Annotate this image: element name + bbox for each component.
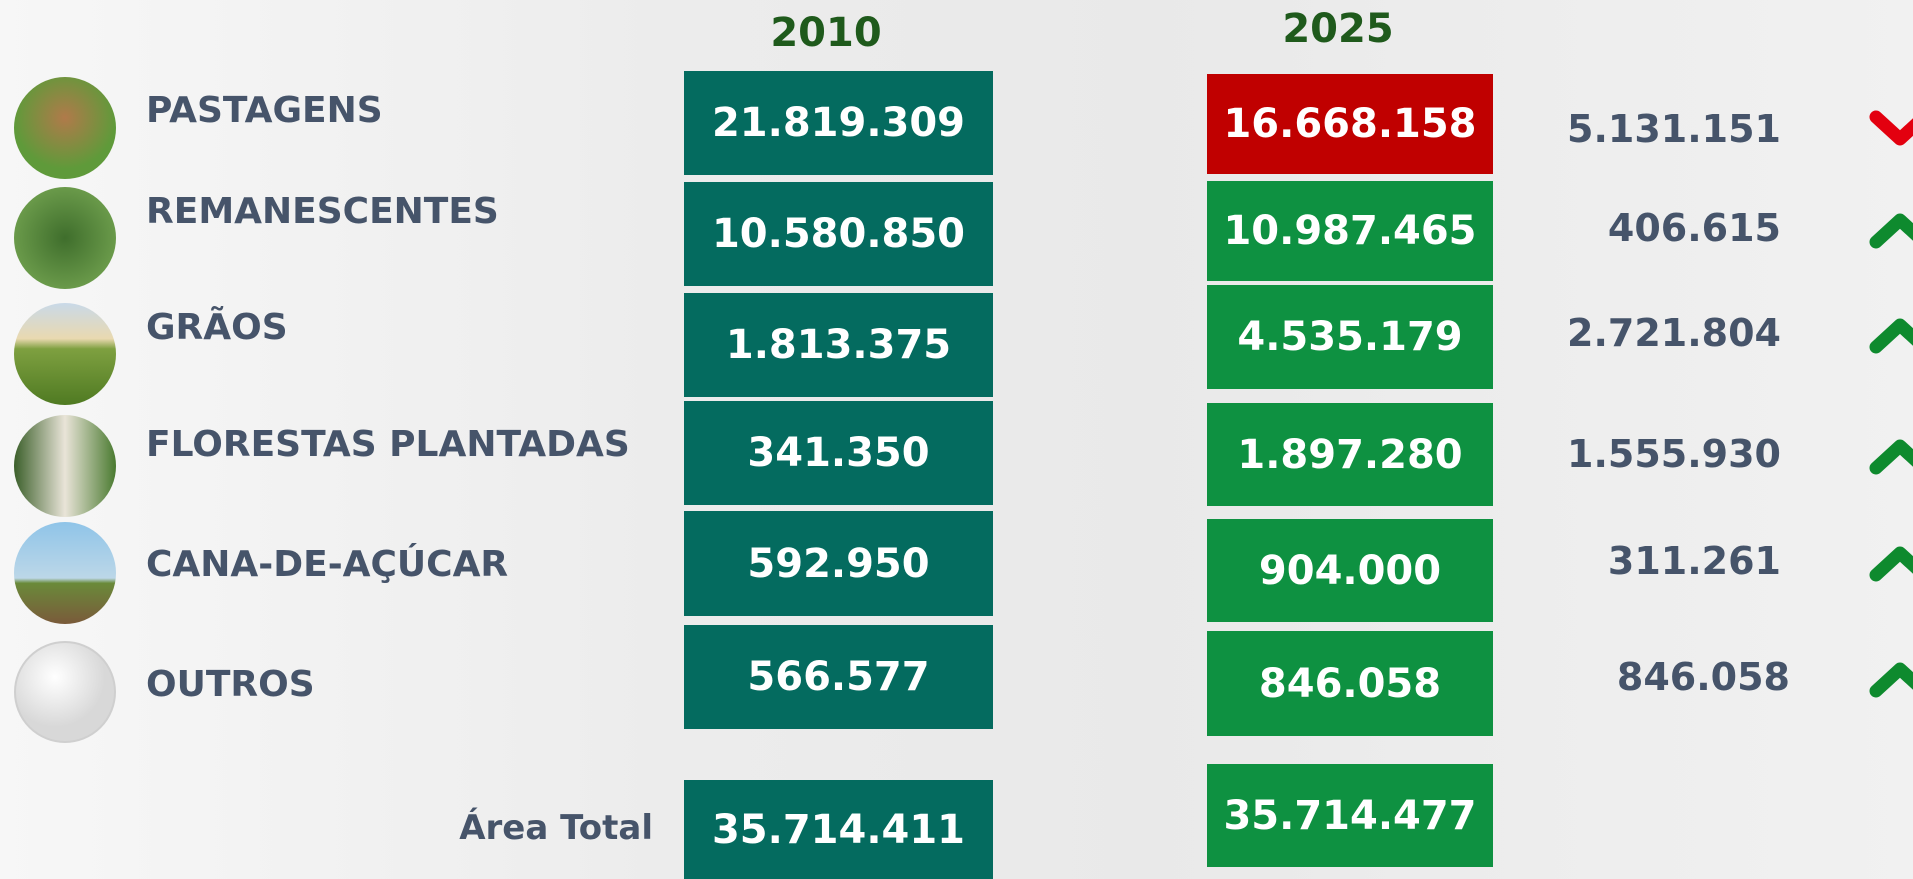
row-image <box>14 303 116 405</box>
value-2010: 341.350 <box>684 401 993 505</box>
row-label: OUTROS <box>146 664 315 705</box>
column-header: 2010 <box>770 10 882 56</box>
difference: 5.131.151 <box>1567 107 1781 151</box>
value-2025: 10.987.465 <box>1207 181 1493 281</box>
value-2010: 10.580.850 <box>684 182 993 286</box>
row-image <box>14 522 116 624</box>
trend-arrow <box>1869 546 1913 582</box>
row-label: CANA-DE-AÇÚCAR <box>146 544 509 585</box>
row-image <box>14 77 116 179</box>
value-2010: 21.819.309 <box>684 71 993 175</box>
row-label: PASTAGENS <box>146 90 383 131</box>
value-2025: 4.535.179 <box>1207 285 1493 389</box>
trend-arrow <box>1869 213 1913 249</box>
difference: 311.261 <box>1607 539 1781 583</box>
value-2025: 16.668.158 <box>1207 74 1493 174</box>
row-label: FLORESTAS PLANTADAS <box>146 424 630 465</box>
trend-arrow <box>1869 439 1913 475</box>
value-2010: 592.950 <box>684 511 993 616</box>
difference: 2.721.804 <box>1567 311 1781 355</box>
value-2010: 1.813.375 <box>684 293 993 397</box>
trend-arrow <box>1869 662 1913 698</box>
trend-arrow <box>1869 318 1913 354</box>
difference: 846.058 <box>1616 655 1790 699</box>
trend-arrow <box>1869 110 1913 146</box>
difference: 1.555.930 <box>1567 432 1781 476</box>
value-2025: 1.897.280 <box>1207 403 1493 506</box>
row-image <box>14 641 116 743</box>
row-label: GRÃOS <box>146 307 288 348</box>
column-header: 2025 <box>1282 6 1394 52</box>
value-2010: 566.577 <box>684 625 993 729</box>
row-image <box>14 187 116 289</box>
row-image <box>14 415 116 517</box>
total-2025: 35.714.477 <box>1207 764 1493 867</box>
row-label: REMANESCENTES <box>146 191 499 232</box>
value-2025: 846.058 <box>1207 631 1493 736</box>
total-label: Área Total <box>459 808 653 848</box>
difference: 406.615 <box>1607 206 1781 250</box>
total-2010: 35.714.411 <box>684 780 993 879</box>
value-2025: 904.000 <box>1207 519 1493 622</box>
